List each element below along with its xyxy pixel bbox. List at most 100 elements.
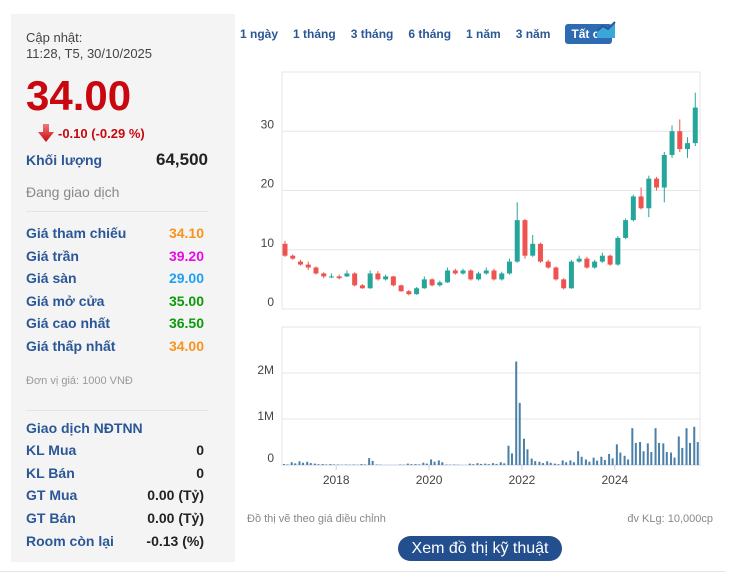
candle-body [499, 273, 505, 280]
price-row: Giá trần 39.20 [26, 245, 204, 268]
volume-bar [689, 442, 692, 465]
candle-body [406, 291, 412, 295]
foreign-label: GT Mua [26, 487, 78, 504]
volume-bar [549, 462, 552, 465]
tab-period[interactable]: 1 ngày [240, 27, 279, 41]
candle-body [630, 196, 636, 221]
volume-bar [631, 428, 634, 465]
foreign-value: 0 [196, 442, 204, 459]
candle-body [344, 273, 350, 277]
volume-bar [623, 455, 626, 465]
candle-body [545, 261, 551, 268]
volume-bar [499, 462, 502, 465]
volume-bar [534, 461, 537, 465]
foreign-header: Giao dịch NĐTNN [26, 417, 204, 440]
candle-body [506, 261, 512, 274]
candle-body [491, 270, 497, 280]
price-value: 29.00 [168, 270, 204, 287]
volume-bar [693, 426, 696, 465]
candle-body [305, 264, 311, 268]
trading-status: Đang giao dịch [26, 184, 120, 200]
volume-bar [654, 428, 657, 465]
volume-unit: đv KLg: 10,000cp [627, 513, 713, 525]
volume-bar [530, 458, 533, 465]
candle-body [321, 273, 327, 277]
divider [26, 211, 208, 212]
price-change: -0.10 (-0.29 %) [38, 124, 220, 142]
volume-bar [553, 463, 556, 465]
volume-bar [418, 464, 421, 465]
volume-bar [321, 464, 324, 465]
volume-bar [627, 459, 630, 465]
volume-bar [503, 463, 506, 465]
volume-bar [619, 452, 622, 465]
volume-bar [371, 460, 374, 465]
foreign-value: 0.00 (Tỷ) [147, 487, 204, 504]
price-row: Giá cao nhất 36.50 [26, 312, 204, 335]
area-chart-icon[interactable] [597, 21, 616, 38]
volume-bar [670, 452, 673, 465]
current-price: 34.00 [26, 72, 132, 119]
volume-bar [634, 442, 637, 465]
foreign-label: GT Bán [26, 509, 76, 526]
candle-body [685, 143, 691, 150]
candle-body [375, 273, 381, 280]
candle-body [623, 220, 629, 238]
tab-period[interactable]: 3 tháng [350, 27, 394, 41]
volume-bar [518, 402, 521, 465]
divider [0, 571, 725, 572]
period-tabs: 1 ngày 1 tháng 3 tháng 6 tháng 1 năm 3 năm Tất… [240, 24, 616, 44]
volume-bar [662, 443, 665, 465]
volume-bar [495, 463, 498, 465]
tab-period[interactable]: 3 năm [515, 27, 551, 41]
foreign-label: KL Mua [26, 442, 77, 459]
volume-bar [325, 464, 328, 465]
volume-bar [665, 452, 668, 465]
volume-bar [580, 456, 583, 465]
candle-body [584, 258, 590, 268]
volume-bar [538, 461, 541, 465]
price-row: Giá tham chiếu 34.10 [26, 222, 204, 245]
volume-tick-label: 0 [267, 451, 274, 465]
candle-body [328, 276, 334, 278]
foreign-list: KL Mua 0 KL Bán 0 GT Mua 0.00 (Tỷ) GT Bán 0.00 … [26, 439, 220, 552]
technical-chart-button[interactable]: Xem đồ thị kỹ thuật [398, 536, 562, 561]
price-row: Giá thấp nhất 34.00 [26, 335, 204, 358]
volume-bar [572, 462, 575, 465]
volume-bar [522, 438, 525, 465]
adjusted-note: Đồ thị vẽ theo giá điều chỉnh [247, 513, 386, 525]
volume-bar [363, 464, 366, 465]
candle-body [414, 288, 420, 295]
volume-bar [317, 464, 320, 465]
volume-bar [615, 444, 618, 465]
volume-bar [329, 464, 332, 465]
volume-tick-label: 1M [257, 409, 274, 423]
tab-period[interactable]: 1 năm [466, 27, 501, 41]
volume-bar [569, 460, 572, 465]
volume-bar [430, 459, 433, 465]
x-tick-label: 2022 [509, 473, 536, 487]
candle-body [367, 273, 373, 289]
candle-body [297, 261, 303, 265]
foreign-value: 0.00 (Tỷ) [147, 509, 204, 526]
volume-bar [290, 462, 293, 465]
volume-bar [368, 458, 371, 465]
volume-bar [301, 462, 304, 465]
candle-body [452, 270, 458, 274]
volume-bar [584, 459, 587, 465]
volume-bar [437, 460, 440, 465]
candle-body [654, 178, 660, 188]
quote-panel: Cập nhật: 11:28, T5, 30/10/2025 34.00 -0… [11, 14, 235, 562]
candle-body [359, 285, 365, 289]
volume-bar [658, 442, 661, 465]
y-tick-label: 0 [267, 295, 274, 309]
price-label: Giá tham chiếu [26, 225, 127, 241]
tab-period[interactable]: 6 tháng [408, 27, 452, 41]
tab-period[interactable]: 1 tháng [293, 27, 336, 41]
candle-body [421, 279, 427, 289]
x-tick-label: 2018 [323, 473, 350, 487]
foreign-title: Giao dịch NĐTNN [26, 419, 143, 436]
price-value: 39.20 [168, 247, 204, 264]
candle-body [599, 255, 605, 262]
